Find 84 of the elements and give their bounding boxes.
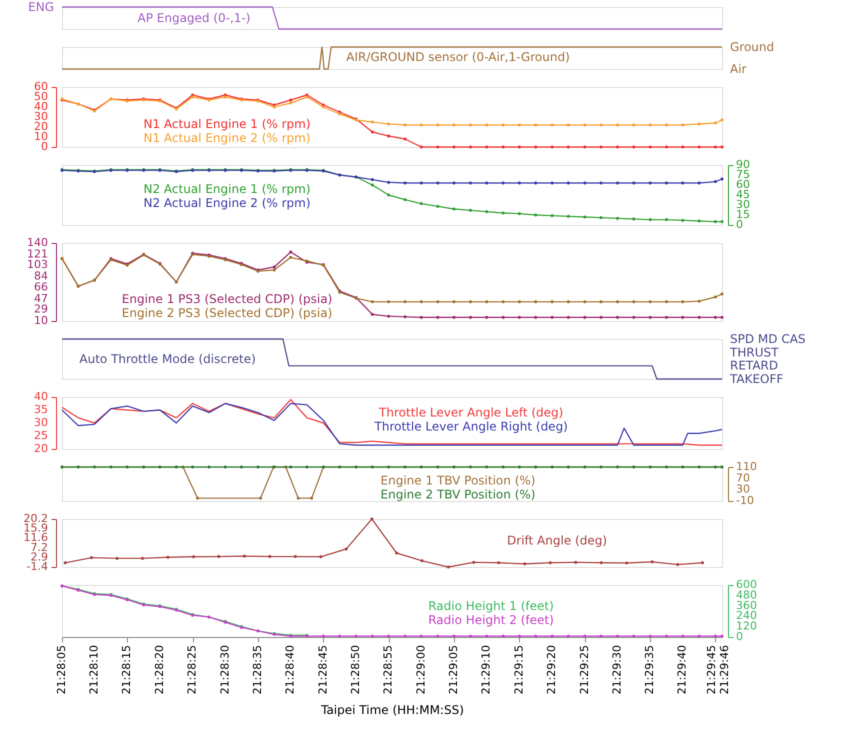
x-tick-label: 21:29:05 [447,645,460,694]
y2-tick-label: 30 [736,198,750,211]
series-label: Auto Throttle Mode (discrete) [79,352,256,366]
y-tick-label: 50 [34,90,48,103]
y2-tick-label: 15 [736,208,750,221]
y-tick-label: 40 [34,390,48,403]
x-tick-label: 21:29:35 [643,645,656,694]
y2-tick-label: 480 [736,588,757,602]
y-tick-label: 10 [34,314,48,327]
y-tick-label: 30 [34,110,48,123]
x-tick-label: 21:28:35 [251,645,264,694]
x-tick-label: 21:29:25 [578,645,591,694]
y-tick-label: 10 [34,130,48,143]
series-label: Engine 2 PS3 (Selected CDP) (psia) [122,306,332,320]
x-tick-label: 21:29:00 [414,645,428,694]
y2-tick-label: 75 [736,168,750,181]
x-tick-label: 21:29:40 [676,645,689,694]
y2-tick-label: 30 [736,482,750,496]
text: Radio Height 1 (feet) [428,598,554,613]
text: N2 Actual Engine 2 (% rpm) [143,196,311,210]
y-tick-label: 40 [34,100,48,113]
y2-tick-label: 60 [736,178,750,191]
series-label: N1 Actual Engine 1 (% rpm) [143,117,311,132]
y2-tick-label: 120 [736,620,757,633]
y-tick-label: 140 [27,236,48,249]
series-label: AIR/GROUND sensor (0-Air,1-Ground) [346,50,570,64]
series-label: Throttle Lever Angle Right (deg) [374,420,568,434]
y-tick-label: 121 [27,247,48,260]
x-axis-title: Taipei Time (HH:MM:SS) [320,703,464,717]
x-tick-label: 21:29:46 [718,645,732,694]
series-label: Engine 1 PS3 (Selected CDP) (psia) [122,292,332,306]
y2-tick-label: 70 [736,471,750,484]
x-tick-label: 21:28:20 [152,645,166,694]
x-tick-label: 21:28:55 [382,645,395,694]
y2-tick-label: 90 [736,158,750,171]
x-tick-label: 21:29:30 [610,645,624,694]
x-tick-label: 21:28:40 [284,645,297,694]
y-tick-label: 25 [34,429,48,442]
y-tick-label: 30 [34,416,48,429]
x-tick-label: 21:28:25 [186,645,199,694]
text: RETARD [730,358,778,373]
y-tick-label: 20.2 [24,512,48,525]
text: TAKEOFF [729,372,784,386]
y2-tick-label: -10 [736,494,754,507]
series-label: Engine 1 TBV Position (%) [380,474,536,488]
text: ENG [28,0,54,14]
y-tick-label: 60 [34,80,48,93]
y2-tick-label: 45 [736,188,750,201]
text: Air [730,62,747,76]
x-tick-label: 21:28:50 [349,645,362,694]
series-label: Throttle Lever Angle Left (deg) [378,406,564,420]
x-tick-label: 21:28:15 [120,645,134,694]
x-tick-label: 21:28:05 [55,645,68,694]
x-tick-label: 21:28:10 [87,645,100,694]
y2-tick-label: 360 [736,598,757,612]
text: SPD MD CAS [730,332,806,346]
y-tick-label: 20 [34,120,48,133]
y-tick-label: 0 [41,140,48,153]
y-tick-label: 66 [34,280,48,294]
x-tick-label: 21:29:10 [480,645,493,694]
series-label: Engine 2 TBV Position (%) [380,488,536,502]
y2-tick-label: 0 [736,630,743,643]
y-tick-label: 35 [34,403,48,416]
y-tick-label: 47 [34,292,48,305]
x-tick-label: 21:29:45 [705,645,718,694]
y-tick-label: 29 [34,302,48,316]
text: Ground [730,40,774,54]
series-label: AP Engaged (0-,1-) [138,11,250,25]
y2-tick-label: 240 [736,609,757,622]
y-tick-label: 103 [27,258,48,272]
x-tick-label: 21:28:45 [316,645,330,694]
y-tick-label: 84 [34,270,48,283]
text: THRUST [729,345,780,360]
x-tick-label: 21:28:30 [218,645,232,694]
text: N1 Actual Engine 2 (% rpm) [143,131,311,146]
series-label: Radio Height 2 (feet) [428,612,554,627]
y2-tick-label: 0 [736,218,743,231]
y-tick-label: 20 [34,442,48,455]
y2-tick-label: 110 [736,460,757,473]
series-label: N2 Actual Engine 1 (% rpm) [143,182,311,196]
series-label: Drift Angle (deg) [507,534,607,548]
x-tick-label: 21:29:20 [545,645,558,694]
x-tick-label: 21:29:15 [512,645,526,694]
y2-tick-label: 600 [736,578,757,591]
